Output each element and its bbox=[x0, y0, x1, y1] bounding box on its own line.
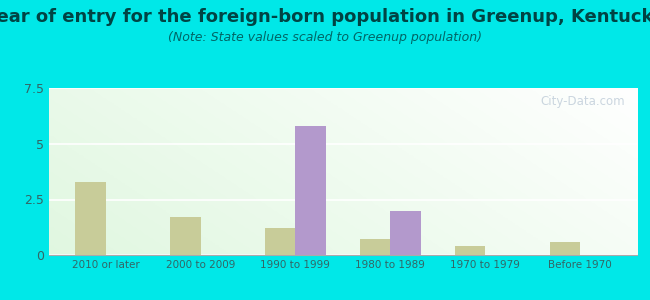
Bar bbox=[170, 217, 201, 255]
Bar bbox=[455, 246, 485, 255]
Bar bbox=[296, 126, 326, 255]
Bar bbox=[265, 228, 296, 255]
Text: (Note: State values scaled to Greenup population): (Note: State values scaled to Greenup po… bbox=[168, 32, 482, 44]
Bar bbox=[75, 182, 106, 255]
Text: Year of entry for the foreign-born population in Greenup, Kentucky: Year of entry for the foreign-born popul… bbox=[0, 8, 650, 26]
Bar bbox=[360, 239, 390, 255]
Bar bbox=[550, 242, 580, 255]
Text: City-Data.com: City-Data.com bbox=[541, 95, 625, 108]
Bar bbox=[390, 211, 421, 255]
